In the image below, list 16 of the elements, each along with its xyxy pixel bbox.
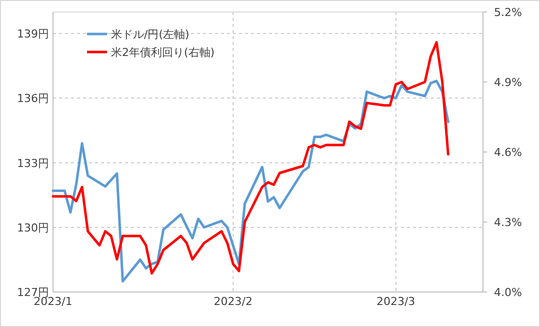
y-tick-label: 139円 bbox=[17, 28, 49, 41]
legend-label: 米ドル/円(左軸) bbox=[111, 28, 190, 41]
legend-label: 米2年債利回り(右軸) bbox=[111, 46, 215, 59]
y-tick-label: 133円 bbox=[17, 156, 49, 170]
x-tick-label: 2023/2 bbox=[214, 295, 252, 308]
x-tick-label: 2023/3 bbox=[376, 295, 416, 308]
y2-tick-label: 4.6% bbox=[494, 146, 522, 159]
y2-tick-label: 5.2% bbox=[494, 6, 522, 19]
y2-tick-label: 4.0% bbox=[494, 286, 522, 299]
y2-tick-label: 4.3% bbox=[494, 216, 522, 229]
x-tick-label: 2023/1 bbox=[34, 295, 72, 308]
y2-tick-label: 4.9% bbox=[494, 76, 522, 89]
line-series bbox=[52, 41, 450, 275]
y-tick-label: 130円 bbox=[17, 221, 49, 234]
line-series bbox=[52, 80, 450, 282]
y-tick-label: 136円 bbox=[17, 92, 49, 106]
